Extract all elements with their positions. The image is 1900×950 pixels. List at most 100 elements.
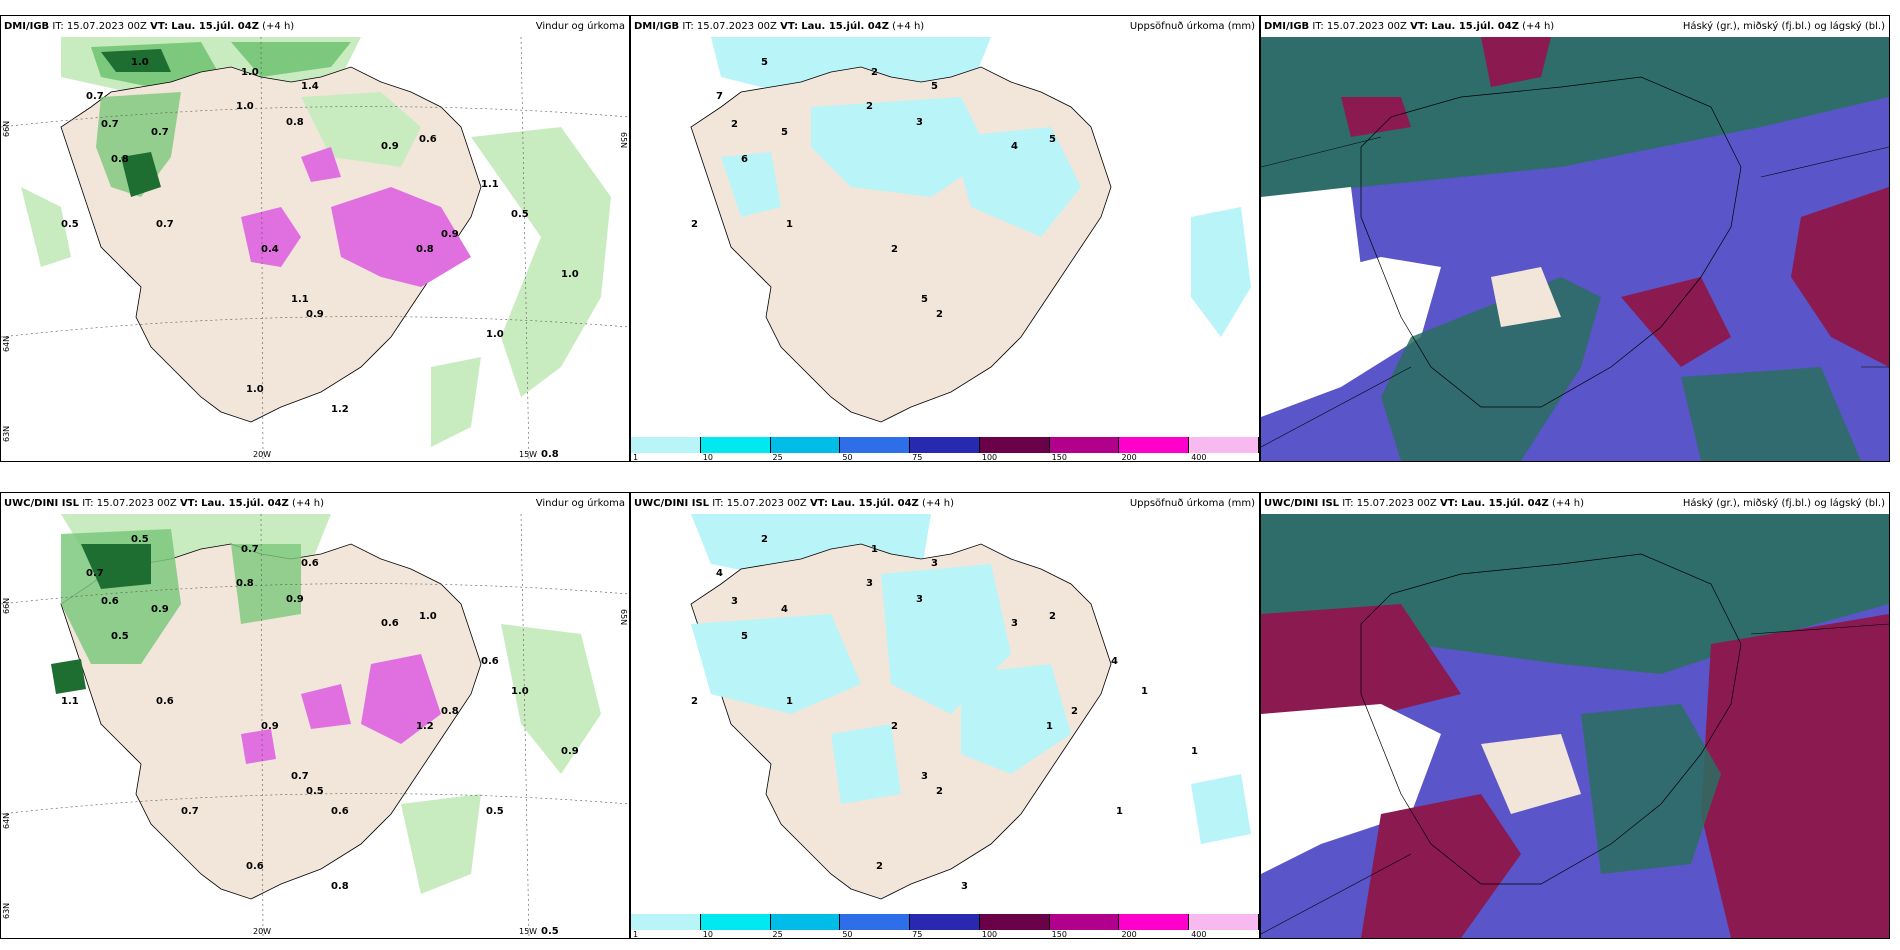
precip-value-labels: 2343253143321232412132112 <box>691 534 1198 892</box>
precip-value-label: 0.6 <box>246 861 264 872</box>
panel-dmi-wind-precip: DMI/IGB IT: 15.07.2023 00Z VT: Lau. 15.j… <box>0 15 630 462</box>
precip-value-label: 0.8 <box>416 244 434 255</box>
precip-value-label: 0.4 <box>261 244 279 255</box>
colorbar-swatch <box>910 437 980 453</box>
colorbar-tick-label: 10 <box>702 453 713 462</box>
precip-value-label: 6 <box>741 154 748 165</box>
axis-label: 15W <box>519 927 537 936</box>
precip-value-label: 3 <box>961 881 968 892</box>
iceland-outline <box>1360 76 1742 408</box>
precip-value-label: 0.8 <box>541 449 559 460</box>
precip-value-label: 2 <box>936 786 943 797</box>
high-cloud-area <box>1581 704 1721 874</box>
colorbar-tick-label: 1 <box>633 453 639 462</box>
colorbar-tick-label: 75 <box>912 930 923 939</box>
precip-value-label: 3 <box>1011 618 1018 629</box>
lead-time: (+4 h) <box>1551 498 1585 509</box>
low-cloud-area <box>1621 277 1731 367</box>
colorbar-tick-label: 25 <box>772 453 783 462</box>
precip-value-label: 0.8 <box>111 154 129 165</box>
precip-value-label: 2 <box>876 861 883 872</box>
precip-value-label: 0.7 <box>291 771 309 782</box>
precip-value-label: 2 <box>691 219 698 230</box>
cloud-cover-map[interactable] <box>1261 514 1889 938</box>
model-name: DMI/IGB <box>1264 21 1310 32</box>
graticule <box>1261 623 1889 935</box>
precip-value-label: 0.6 <box>156 696 174 707</box>
precip-value-label: 0.7 <box>86 91 104 102</box>
high-cloud-area <box>1681 367 1861 461</box>
wind-precip-map[interactable]: 66N 65N 64N 20W 15W 63N 0.50.90.70.61.00… <box>1 514 629 938</box>
extreme-rain-area <box>241 207 301 267</box>
precip-low-area <box>1191 207 1251 337</box>
precip-value-label: 1.0 <box>131 57 149 68</box>
colorbar-tick-label: 50 <box>842 930 853 939</box>
precip-value-label: 0.7 <box>181 806 199 817</box>
panel-header: DMI/IGB IT: 15.07.2023 00Z VT: Lau. 15.j… <box>631 16 1259 37</box>
clear-area <box>1261 187 1361 287</box>
init-time: IT: 15.07.2023 00Z <box>52 21 147 32</box>
precip-value-label: 5 <box>741 631 748 642</box>
valid-time-label: VT: <box>179 498 198 509</box>
precip-low-area <box>961 664 1071 774</box>
init-time: IT: 15.07.2023 00Z <box>82 498 177 509</box>
graticule <box>1 37 629 461</box>
colorbar-swatch <box>770 437 841 453</box>
precip-value-label: 2 <box>871 67 878 78</box>
precip-value-label: 1.0 <box>561 269 579 280</box>
precip-value-label: 5 <box>931 81 938 92</box>
precip-value-label: 2 <box>891 721 898 732</box>
precip-value-label: 0.9 <box>286 594 304 605</box>
precip-value-label: 0.6 <box>331 806 349 817</box>
precip-value-label: 1.1 <box>61 696 79 707</box>
precip-low-area <box>951 127 1081 237</box>
colorbar-tick-label: 50 <box>842 453 853 462</box>
colorbar-tick-label: 150 <box>1051 453 1067 462</box>
colorbar-swatch <box>1119 914 1190 930</box>
panel-uwc-wind-precip: UWC/DINI ISL IT: 15.07.2023 00Z VT: Lau.… <box>0 492 630 939</box>
colorbar-swatch <box>1049 437 1120 453</box>
valid-time-label: VT: <box>1439 498 1458 509</box>
clear-land-area <box>1481 734 1581 814</box>
precip-value-label: 0.8 <box>331 881 349 892</box>
colorbar-tick-label: 400 <box>1191 930 1207 939</box>
low-cloud-area <box>1481 37 1551 87</box>
low-cloud-area <box>1341 97 1411 137</box>
iceland-outline <box>1360 553 1742 885</box>
precip-value-label: 3 <box>916 594 923 605</box>
precip-value-label: 1 <box>871 544 878 555</box>
colorbar-swatch <box>840 914 911 930</box>
precip-value-label: 0.6 <box>481 656 499 667</box>
axis-label: 63N <box>2 426 11 442</box>
precip-value-label: 0.9 <box>261 721 279 732</box>
precip-value-label: 0.7 <box>101 119 119 130</box>
precip-value-label: 0.5 <box>486 806 504 817</box>
precip-low-area <box>1191 774 1251 844</box>
wind-precip-map[interactable]: 66N 65N 64N 20W 15W 63N 1.0 0.8 0.7 0.9 0.6 0… <box>1 37 629 461</box>
panel-uwc-clouds: UWC/DINI ISL IT: 15.07.2023 00Z VT: Lau.… <box>1260 492 1890 939</box>
init-time: IT: 15.07.2023 00Z <box>682 21 777 32</box>
cloud-cover-map[interactable] <box>1261 37 1889 461</box>
precip-value-label: 0.9 <box>381 141 399 152</box>
precip-value-label: 5 <box>781 127 788 138</box>
heavy-rain-area <box>101 49 171 72</box>
axis-label: 66N <box>2 121 11 137</box>
graticule <box>1261 136 1889 448</box>
colorbar-swatch <box>700 914 771 930</box>
panel-uwc-accum-precip: UWC/DINI ISL IT: 15.07.2023 00Z VT: Lau.… <box>630 492 1260 939</box>
colorbar-tick-label: 200 <box>1121 453 1137 462</box>
precip-value-label: 0.5 <box>511 209 529 220</box>
high-cloud-area <box>1261 37 1889 197</box>
precip-value-label: 1 <box>786 219 793 230</box>
lead-time: (+4 h) <box>892 21 925 32</box>
precip-value-label: 0.5 <box>111 631 129 642</box>
extreme-rain-area <box>361 654 441 744</box>
precip-value-label: 2 <box>691 696 698 707</box>
colorbar-swatch <box>700 437 771 453</box>
precip-value-label: 1.4 <box>301 81 319 92</box>
accum-precip-map[interactable]: 2343253143321232412132112 <box>631 514 1259 912</box>
precip-value-label: 1.1 <box>481 179 499 190</box>
colorbar-tick-label: 75 <box>912 453 923 462</box>
lead-time: (+4 h) <box>921 498 955 509</box>
